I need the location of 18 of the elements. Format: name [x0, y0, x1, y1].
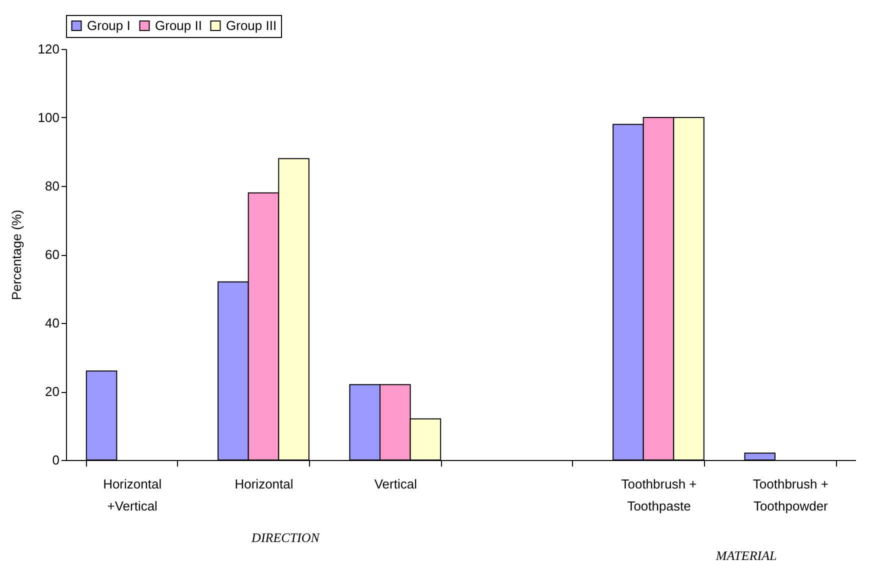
x-tick-label: Toothbrush + Toothpaste [621, 476, 697, 514]
y-tick-label: 0 [52, 452, 60, 468]
text: DIRECTION [252, 530, 320, 546]
y-tick-label: 120 [38, 42, 60, 56]
legend-label: Group III [226, 18, 277, 33]
y-tick-label: 100 [38, 110, 60, 125]
x-tick-label: Toothbrush + Toothpowder [752, 476, 829, 514]
y-tick-label: 40 [45, 316, 60, 330]
y-axis-title: Percentage (%) [8, 210, 24, 300]
legend-label: Group II [155, 18, 202, 33]
text: MATERIAL [716, 548, 777, 564]
y-tick-label: 60 [45, 247, 60, 262]
legend-label: Group I [87, 18, 130, 33]
x-tick-label: Horizontal [234, 476, 294, 492]
y-tick-label: 20 [45, 384, 60, 399]
x-tick-label: Vertical [374, 476, 418, 492]
y-tick-label: 80 [45, 178, 60, 194]
x-tick-label: Horizontal +Vertical [103, 476, 162, 514]
